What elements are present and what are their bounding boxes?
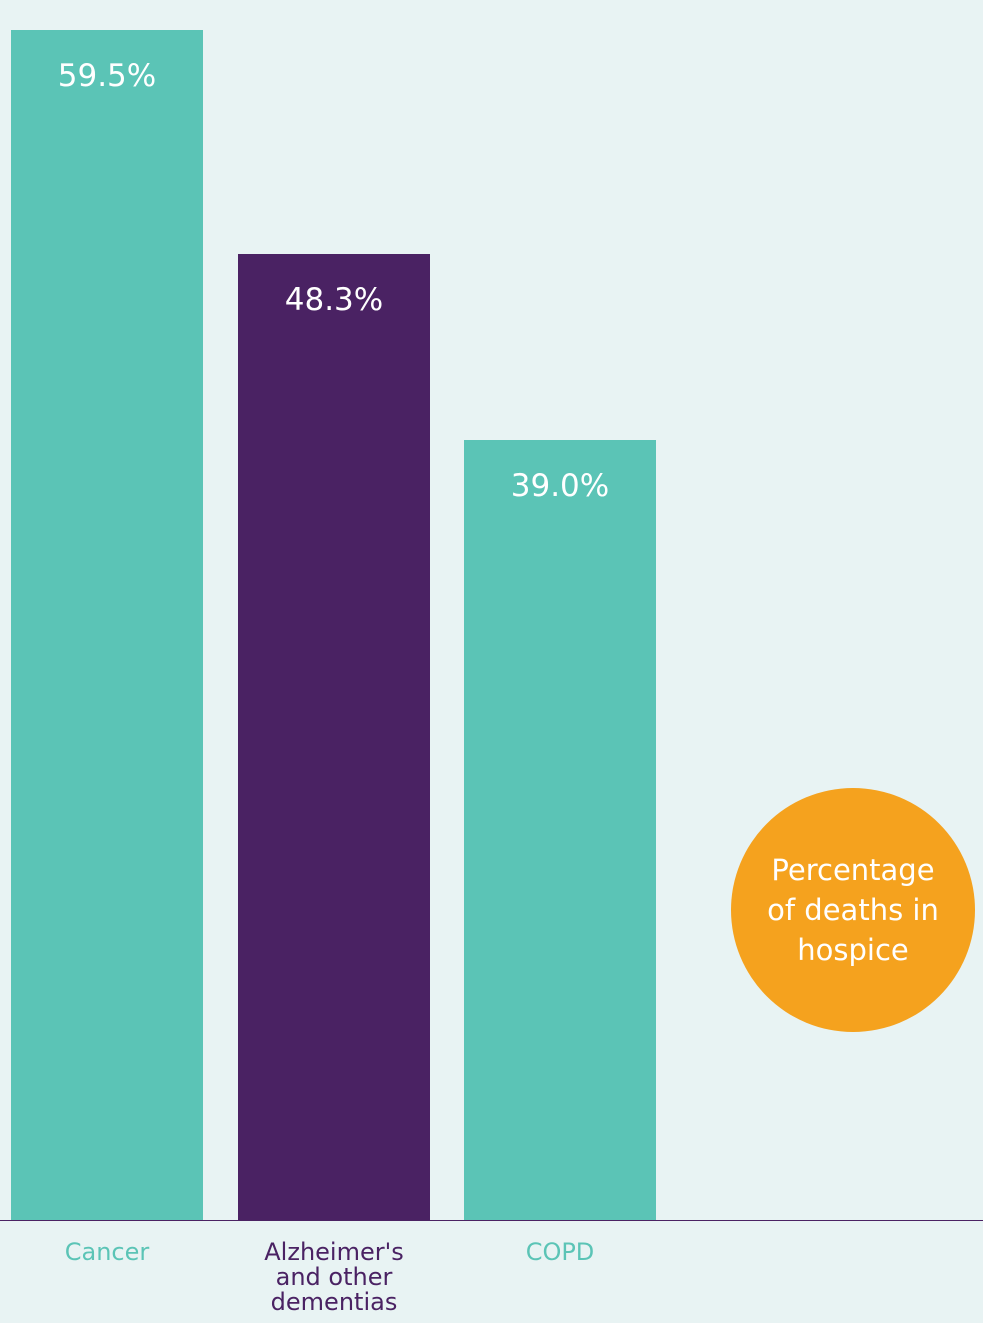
bar-value-label-0: 59.5% <box>58 58 156 94</box>
category-label-0: Cancer <box>64 1238 150 1266</box>
category-label-2: COPD <box>525 1238 595 1266</box>
category-label-1: Alzheimer's and other dementias <box>264 1238 404 1316</box>
bar-value-label-2: 39.0% <box>511 468 609 504</box>
bar-1 <box>238 254 430 1220</box>
bar-value-label-1: 48.3% <box>285 282 383 318</box>
bar-2 <box>464 440 656 1220</box>
bar-0 <box>11 30 203 1220</box>
legend-badge-text: Percentage of deaths in hospice <box>767 853 939 967</box>
legend-badge: Percentage of deaths in hospice <box>731 788 975 1032</box>
